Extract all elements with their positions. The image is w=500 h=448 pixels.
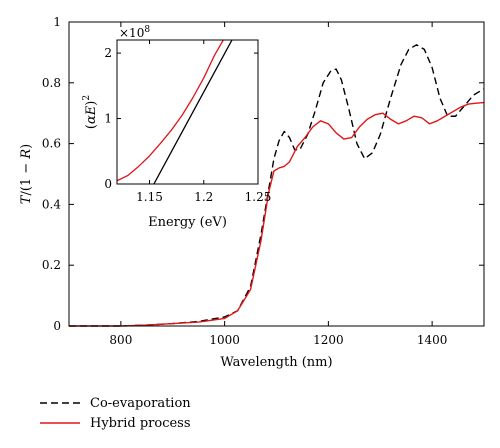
legend: Co-evaporation Hybrid process: [40, 396, 191, 431]
inset-y-axis-label-part: (: [84, 124, 99, 129]
x-tick-label: 1000: [209, 333, 240, 347]
inset-x-tick-label: 1.25: [245, 190, 272, 204]
x-tick-label: 1200: [313, 333, 344, 347]
y-axis-label: T/(1 − R): [19, 144, 34, 204]
y-axis-label-part: T: [19, 194, 34, 204]
main-plot-frame: [68, 21, 485, 327]
main-chart: 800 1000 1200 1400 0 0.2 0.4 0.6 0.8 1 Wavelength …: [19, 15, 485, 370]
inset-y-tick-label: 0: [104, 177, 112, 191]
main-series-group: [69, 44, 485, 327]
inset-x-tick-label: 1.2: [194, 190, 213, 204]
series-line-hybrid-process: [69, 101, 485, 327]
inset-multiplier-exponent: 8: [144, 25, 150, 35]
legend-label: Hybrid process: [90, 416, 191, 431]
inset-x-tick-label: 1.15: [136, 190, 163, 204]
y-tick-label: 0.6: [42, 137, 61, 151]
y-axis-label-part: ): [19, 144, 34, 149]
x-tick-label: 800: [109, 333, 132, 347]
x-tick-label: 1400: [417, 333, 448, 347]
inset-y-tick-label: 2: [104, 46, 112, 60]
inset-plot-frame: [116, 39, 259, 185]
y-tick-label: 0: [53, 319, 61, 333]
y-tick-label: 0.2: [42, 258, 61, 272]
y-axis-label-part: R: [19, 149, 34, 160]
inset-multiplier: ×108: [119, 25, 150, 40]
x-axis-label: Wavelength (nm): [220, 355, 332, 370]
y-tick-label: 0.8: [42, 76, 61, 90]
inset-multiplier-base: ×10: [119, 26, 144, 40]
y-axis-label-part: /(1 −: [19, 159, 34, 196]
y-tick-label: 1: [53, 15, 61, 29]
y-tick-label: 0.4: [42, 197, 61, 211]
inset-x-axis-label: Energy (eV): [148, 215, 227, 230]
inset-y-axis-label: (αE)2: [82, 95, 99, 129]
inset-y-axis-label-part: αE: [84, 105, 99, 124]
inset-fit-line: [153, 40, 233, 184]
inset-series-group: [117, 40, 233, 184]
inset-y-axis-label-part: 2: [82, 95, 92, 101]
inset-y-tick-label: 1: [104, 112, 112, 126]
inset-data-line: [117, 40, 224, 182]
legend-label: Co-evaporation: [90, 396, 191, 411]
inset-background: [117, 40, 258, 184]
inset-y-axis-label-part: ): [84, 101, 99, 106]
